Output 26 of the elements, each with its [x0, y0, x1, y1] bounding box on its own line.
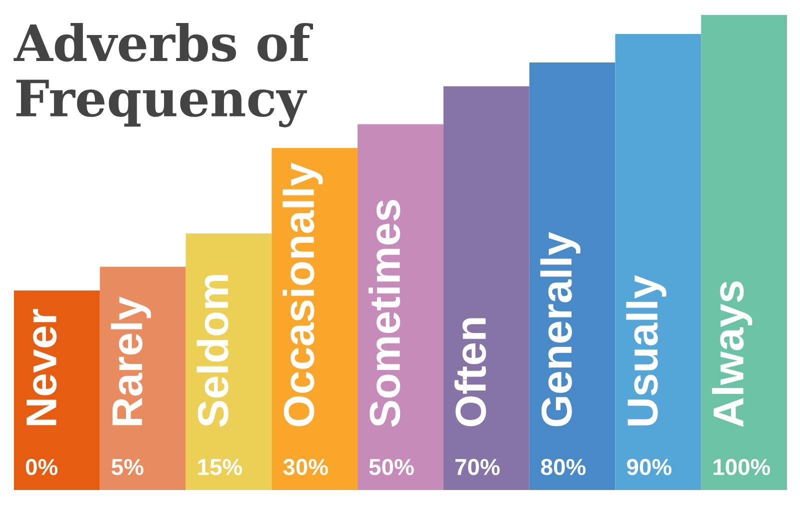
- annotation: 0%: [26, 458, 58, 476]
- bar: [701, 15, 787, 490]
- bar: [100, 266, 186, 490]
- annotation: 80%: [541, 458, 586, 476]
- bar: [443, 86, 530, 490]
- bar: [358, 124, 444, 490]
- x-tick-label: Generally: [540, 232, 580, 426]
- annotation: 50%: [369, 458, 414, 476]
- annotation: 5%: [112, 458, 144, 476]
- bar: [615, 34, 702, 490]
- text: Adverbs of Frequency: [14, 23, 314, 128]
- x-tick-label: Occasionally: [282, 162, 323, 426]
- annotation: 15%: [198, 458, 242, 476]
- x-tick-label: Never: [26, 308, 57, 426]
- annotation: 90%: [627, 458, 672, 476]
- annotation: 70%: [455, 458, 500, 476]
- x-tick-label: Always: [712, 281, 752, 427]
- x-tick-label: Often: [454, 318, 486, 426]
- bar: [14, 290, 100, 490]
- x-tick-label: Sometimes: [368, 200, 400, 427]
- x-tick-label: Seldom: [196, 275, 228, 427]
- annotation: 30%: [283, 458, 328, 476]
- x-tick-label: Usually: [626, 275, 666, 426]
- annotation: 100%: [714, 458, 770, 476]
- x-tick-label: Rarely: [110, 296, 152, 426]
- bar: [529, 62, 616, 490]
